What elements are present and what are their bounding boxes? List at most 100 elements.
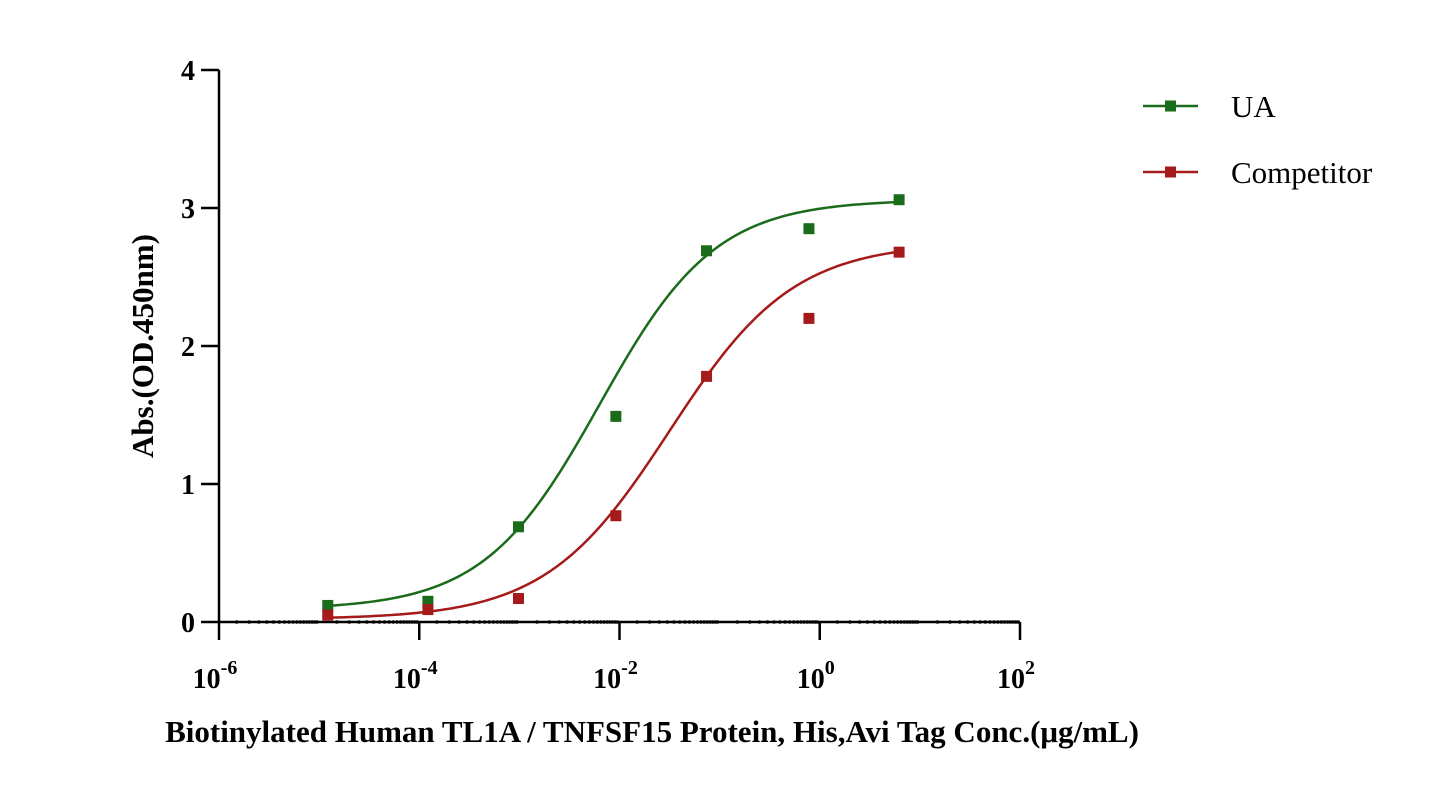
x-minor-tick (948, 620, 952, 624)
legend-marker (1165, 100, 1176, 112)
x-minor-tick (234, 620, 239, 624)
x-minor-tick (735, 620, 740, 624)
x-minor-tick (602, 620, 606, 624)
x-minor-tick (992, 620, 996, 624)
x-minor-tick (815, 620, 820, 624)
y-axis-ticks: 0 1 2 3 4 (181, 56, 219, 639)
x-minor-tick (477, 620, 482, 624)
x-minor-tick (1008, 620, 1013, 624)
x-minor-tick (471, 620, 476, 624)
x-minor-tick (705, 620, 709, 624)
legend-marker (1165, 166, 1176, 178)
axes (217, 70, 1020, 624)
x-minor-tick (795, 620, 800, 624)
x-minor-tick (387, 620, 391, 624)
legend-label: UA (1231, 89, 1276, 124)
x-minor-tick (857, 620, 862, 624)
y-axis-title: Abs.(OD.450nm) (125, 234, 160, 458)
y-tick-label: 0 (181, 608, 195, 639)
x-minor-tick (365, 620, 369, 624)
x-minor-tick (883, 620, 887, 624)
series-ua (322, 194, 905, 611)
x-minor-tick (410, 620, 414, 624)
x-minor-tick (334, 620, 339, 624)
x-minor-tick (799, 620, 803, 624)
x-minor-tick (277, 620, 282, 624)
x-minor-tick (247, 620, 251, 624)
x-tick-label: 100 (797, 657, 835, 695)
x-minor-tick (404, 620, 409, 624)
x-minor-tick (972, 620, 977, 624)
x-minor-tick (747, 620, 752, 624)
y-tick-label: 4 (181, 56, 195, 87)
x-tick-label: 10-2 (593, 657, 638, 695)
x-minor-tick (610, 620, 615, 624)
x-minor-tick (298, 620, 303, 624)
x-minor-tick (510, 620, 515, 624)
x-minor-tick (802, 620, 807, 624)
series-layer (322, 194, 905, 621)
x-minor-tick (447, 620, 452, 624)
data-point (422, 595, 434, 607)
x-minor-tick (702, 620, 706, 624)
x-tick-label: 102 (997, 657, 1035, 695)
x-minor-tick (487, 620, 492, 624)
x-minor-tick (810, 620, 815, 624)
x-minor-tick (577, 620, 582, 624)
x-minor-tick (407, 620, 412, 624)
x-minor-tick (710, 620, 715, 624)
x-minor-tick (582, 620, 587, 624)
x-minor-tick (607, 620, 612, 624)
x-minor-tick (415, 620, 419, 624)
x-minor-tick (507, 620, 512, 624)
x-minor-tick (983, 620, 988, 624)
x-minor-tick (999, 620, 1004, 624)
x-minor-tick (535, 620, 539, 624)
x-minor-tick (301, 620, 306, 624)
x-minor-tick (978, 620, 982, 624)
x-minor-tick (502, 620, 506, 624)
fit-curve (327, 200, 900, 608)
data-point (610, 410, 622, 422)
x-minor-tick (905, 620, 910, 624)
x-minor-tick (395, 620, 399, 624)
x-minor-tick (515, 620, 519, 624)
data-point (422, 604, 434, 616)
data-point (893, 194, 905, 206)
x-minor-tick (495, 620, 499, 624)
x-minor-tick (715, 620, 720, 624)
x-tick-label: 10-6 (193, 657, 238, 695)
x-minor-tick (687, 620, 692, 624)
x-minor-tick (657, 620, 662, 624)
x-minor-tick (572, 620, 576, 624)
x-minor-tick (808, 620, 812, 624)
x-minor-tick (264, 620, 269, 624)
x-minor-tick (377, 620, 382, 624)
x-minor-tick (482, 620, 487, 624)
x-minor-tick (307, 620, 312, 624)
x-minor-tick (787, 620, 792, 624)
x-minor-tick (965, 620, 970, 624)
x-minor-tick (908, 620, 912, 624)
x-minor-tick (357, 620, 361, 624)
x-minor-tick (683, 620, 687, 624)
x-minor-tick (391, 620, 396, 624)
x-minor-tick (282, 620, 287, 624)
x-minor-tick (591, 620, 596, 624)
x-minor-tick (1015, 620, 1020, 624)
series-competitor (322, 246, 905, 621)
legend-item: UA (1143, 89, 1276, 124)
x-minor-tick (988, 620, 992, 624)
legend-label: Competitor (1231, 155, 1373, 190)
x-minor-tick (287, 620, 291, 624)
x-minor-tick (691, 620, 696, 624)
x-minor-tick (899, 620, 903, 624)
x-minor-tick (878, 620, 882, 624)
x-minor-tick (498, 620, 503, 624)
x-axis-ticks: 10-6 10-4 10-2 100 102 (193, 622, 1035, 695)
x-minor-tick (791, 620, 796, 624)
y-tick-label: 3 (181, 194, 195, 225)
x-minor-tick (295, 620, 299, 624)
x-minor-tick (505, 620, 509, 624)
